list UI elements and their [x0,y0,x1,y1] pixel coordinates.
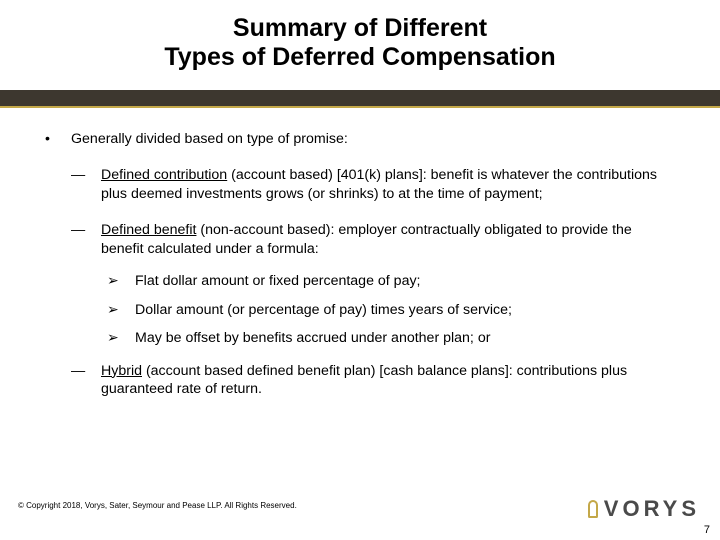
bullet-arrow-icon: ➢ [101,301,135,319]
intro-row: • Generally divided based on type of pro… [45,130,675,148]
content-body: • Generally divided based on type of pro… [45,130,675,399]
db-text: Defined benefit (non-account based): emp… [101,221,675,258]
bullet-dash-icon: ― [71,166,101,203]
accent-bar-gold [0,106,720,108]
db-term: Defined benefit [101,222,196,238]
dc-text: Defined contribution (account based) [40… [101,166,675,203]
db-sub2-text: Dollar amount (or percentage of pay) tim… [135,301,675,319]
hy-rest: (account based defined benefit plan) [ca… [101,363,627,397]
bullet-dash-icon: ― [71,221,101,258]
db-sub3-text: May be offset by benefits accrued under … [135,329,675,347]
logo-mark-icon [588,500,598,518]
title-line-2: Types of Deferred Compensation [0,43,720,72]
dc-term: Defined contribution [101,167,227,183]
bullet-arrow-icon: ➢ [101,272,135,290]
item-defined-contribution: ― Defined contribution (account based) [… [45,166,675,203]
copyright-text: © Copyright 2018, Vorys, Sater, Seymour … [18,501,297,510]
slide: Summary of Different Types of Deferred C… [0,0,720,540]
vorys-logo: VORYS [588,496,700,522]
logo-text: VORYS [604,496,700,522]
item-defined-benefit: ― Defined benefit (non-account based): e… [45,221,675,258]
accent-bar-dark [0,90,720,106]
db-sub1-text: Flat dollar amount or fixed percentage o… [135,272,675,290]
bullet-dot-icon: • [45,130,71,148]
hy-term: Hybrid [101,363,142,379]
db-sub-1: ➢ Flat dollar amount or fixed percentage… [45,272,675,290]
db-sub-3: ➢ May be offset by benefits accrued unde… [45,329,675,347]
intro-text: Generally divided based on type of promi… [71,130,675,148]
bullet-dash-icon: ― [71,362,101,399]
hy-text: Hybrid (account based defined benefit pl… [101,362,675,399]
item-hybrid: ― Hybrid (account based defined benefit … [45,362,675,399]
page-number: 7 [704,524,710,536]
slide-title: Summary of Different Types of Deferred C… [0,0,720,72]
db-sub-2: ➢ Dollar amount (or percentage of pay) t… [45,301,675,319]
bullet-arrow-icon: ➢ [101,329,135,347]
title-line-1: Summary of Different [0,14,720,43]
